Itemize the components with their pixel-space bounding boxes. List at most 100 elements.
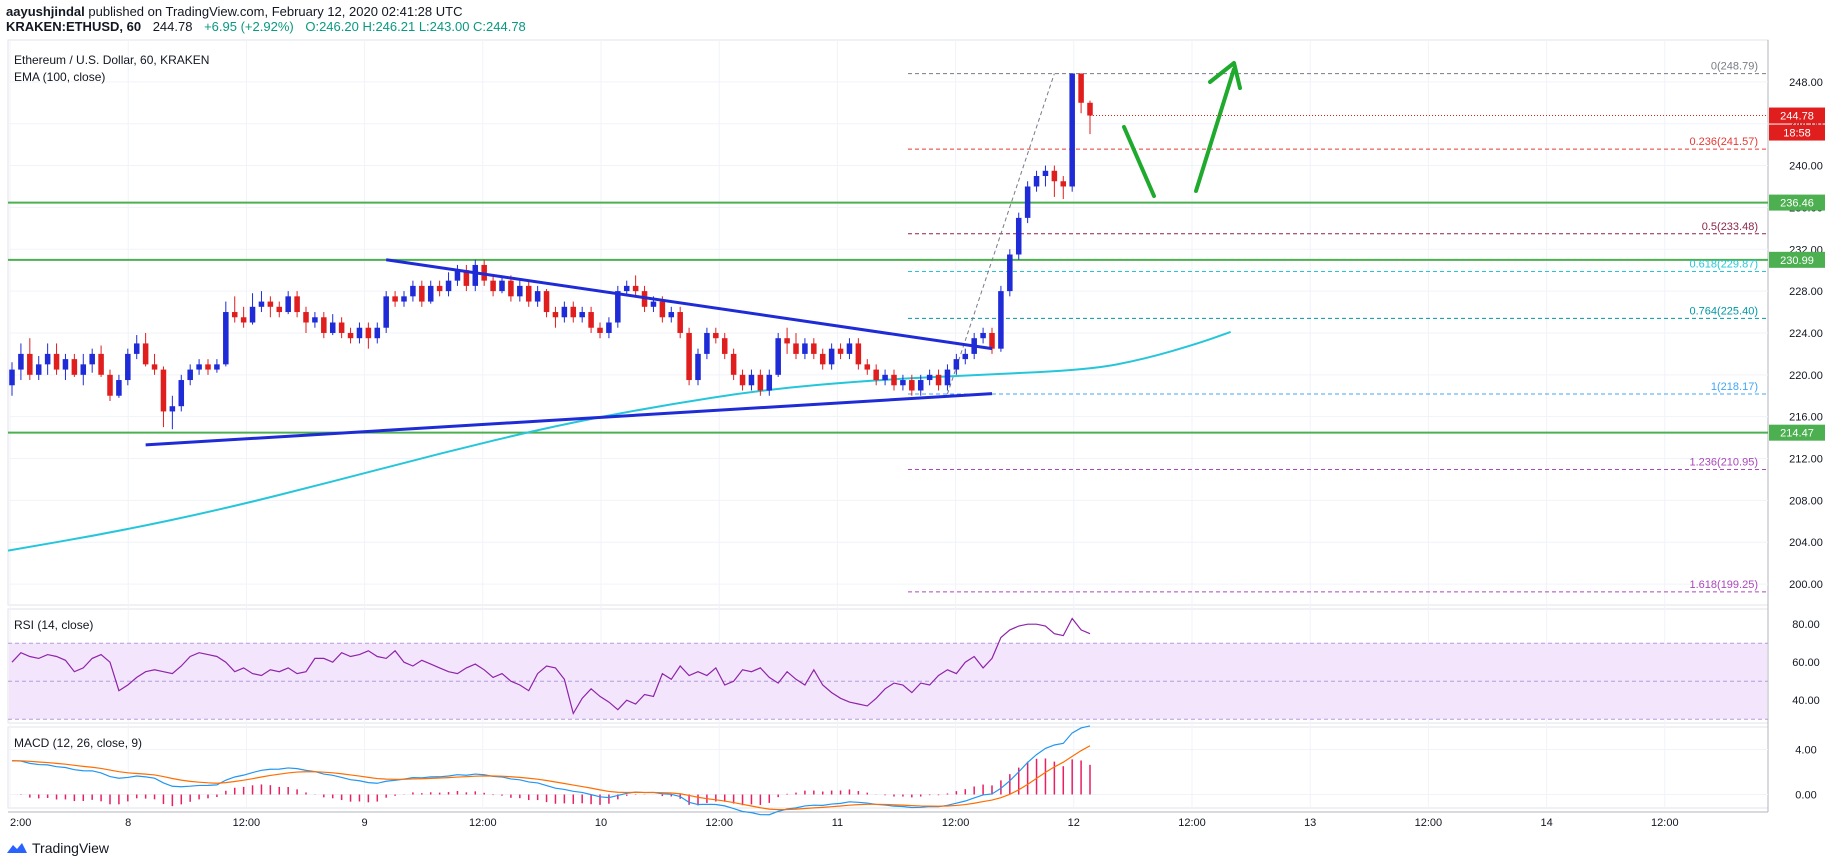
candle-body xyxy=(71,359,78,375)
candle-body xyxy=(730,353,737,375)
time-tick-label: 2:00 xyxy=(10,817,31,829)
candle-body xyxy=(1015,217,1022,255)
candle-body xyxy=(321,317,327,333)
candle-body xyxy=(35,364,42,375)
candle-body xyxy=(18,353,24,370)
candle-body xyxy=(632,285,639,292)
candle-body xyxy=(588,312,594,328)
fib-label: 0.5(233.48) xyxy=(1702,221,1758,233)
candle-body xyxy=(196,364,202,370)
candle-body xyxy=(623,285,630,292)
descending-trendline xyxy=(385,258,993,351)
candle-body xyxy=(615,291,621,323)
candle-body xyxy=(1042,170,1049,177)
candle-body xyxy=(757,374,764,391)
candle-body xyxy=(178,380,185,407)
time-tick-label: 12:00 xyxy=(1415,817,1443,829)
tradingview-brand[interactable]: TradingView xyxy=(6,840,109,856)
candle-body xyxy=(935,374,942,386)
countdown-label: 18:58 xyxy=(1783,128,1811,140)
price-panel xyxy=(7,39,1769,606)
level-tag xyxy=(1769,194,1825,211)
candle-body xyxy=(534,291,541,302)
fib-trend-line xyxy=(946,73,1055,395)
candle-body xyxy=(27,353,33,375)
candle-body xyxy=(552,312,559,318)
level-label: 214.47 xyxy=(1780,428,1814,440)
candle-body xyxy=(909,380,915,391)
macd-tick-label: 0.00 xyxy=(1795,790,1816,802)
candle-body xyxy=(329,322,336,333)
arrow-up-head xyxy=(1208,61,1242,90)
candle-body xyxy=(223,312,229,365)
candle-body xyxy=(356,327,363,339)
price-change: +6.95 (+2.92%) xyxy=(204,19,294,34)
candle-body xyxy=(205,364,211,370)
candle-body xyxy=(677,312,683,333)
candle-body xyxy=(258,301,265,307)
ohlc-values: O:246.20 H:246.21 L:243.00 C:244.78 xyxy=(305,19,526,34)
candle-body xyxy=(392,296,398,302)
fib-label: 1.618(199.25) xyxy=(1690,579,1759,591)
chart-title: Ethereum / U.S. Dollar, 60, KRAKEN xyxy=(14,53,209,67)
candle-body xyxy=(846,343,853,354)
candle-body xyxy=(116,380,122,396)
candle-body xyxy=(1024,186,1031,218)
price-tick-label: 248.00 xyxy=(1789,77,1823,89)
time-tick-label: 12:00 xyxy=(1178,817,1206,829)
candle-body xyxy=(53,353,60,370)
publish-header: aayushjindal published on TradingView.co… xyxy=(6,4,526,34)
time-tick-label: 14 xyxy=(1540,817,1552,829)
candle-body xyxy=(303,312,309,323)
arrow-down xyxy=(1122,125,1156,198)
price-tick-label: 220.00 xyxy=(1789,370,1823,382)
level-label: 230.99 xyxy=(1780,255,1814,267)
candle-body xyxy=(917,380,924,391)
candle-body xyxy=(543,291,550,313)
level-tag xyxy=(1769,251,1825,268)
candle-body xyxy=(374,327,381,339)
candle-body xyxy=(1060,181,1067,187)
time-tick-label: 12:00 xyxy=(705,817,733,829)
fib-label: 0.764(225.40) xyxy=(1690,305,1759,317)
candle-body xyxy=(739,374,746,386)
ema-legend: EMA (100, close) xyxy=(14,70,105,84)
candle-body xyxy=(873,369,879,381)
fib-label: 0.236(241.57) xyxy=(1690,136,1759,148)
ascending-trendline xyxy=(145,392,993,447)
candle-body xyxy=(267,301,274,307)
candle-body xyxy=(766,374,773,391)
candle-body xyxy=(1087,102,1093,116)
candle-body xyxy=(819,353,826,365)
candle-body xyxy=(802,343,808,354)
symbol-label[interactable]: KRAKEN:ETHUSD, 60 xyxy=(6,19,142,34)
candle-body xyxy=(900,380,906,386)
candle-body xyxy=(142,343,149,365)
rsi-band xyxy=(9,643,1767,720)
candle-body xyxy=(160,369,167,412)
candle-body xyxy=(659,301,666,318)
candle-body xyxy=(285,296,291,313)
candle-body xyxy=(517,285,523,297)
ema-line xyxy=(7,330,1231,552)
author-name[interactable]: aayushjindal xyxy=(6,4,85,19)
last-price: 244.78 xyxy=(152,19,193,34)
level-label: 236.46 xyxy=(1780,198,1814,210)
time-tick-label: 9 xyxy=(362,817,368,829)
rsi-legend: RSI (14, close) xyxy=(14,618,93,632)
rsi-tick-label: 40.00 xyxy=(1792,695,1820,707)
candle-body xyxy=(650,301,657,307)
price-tick-label: 212.00 xyxy=(1789,454,1823,466)
price-tick-label: 200.00 xyxy=(1789,579,1823,591)
candle-body xyxy=(837,348,844,354)
time-tick-label: 11 xyxy=(832,817,843,829)
level-tag xyxy=(1769,424,1825,441)
candle-body xyxy=(1007,254,1013,292)
price-tick-label: 240.00 xyxy=(1789,161,1823,173)
candle-body xyxy=(347,332,354,339)
price-tick-label: 224.00 xyxy=(1789,328,1823,340)
rsi-tick-label: 80.00 xyxy=(1792,619,1820,631)
price-tick-label: 228.00 xyxy=(1789,286,1823,298)
current-price-tag xyxy=(1769,107,1825,124)
